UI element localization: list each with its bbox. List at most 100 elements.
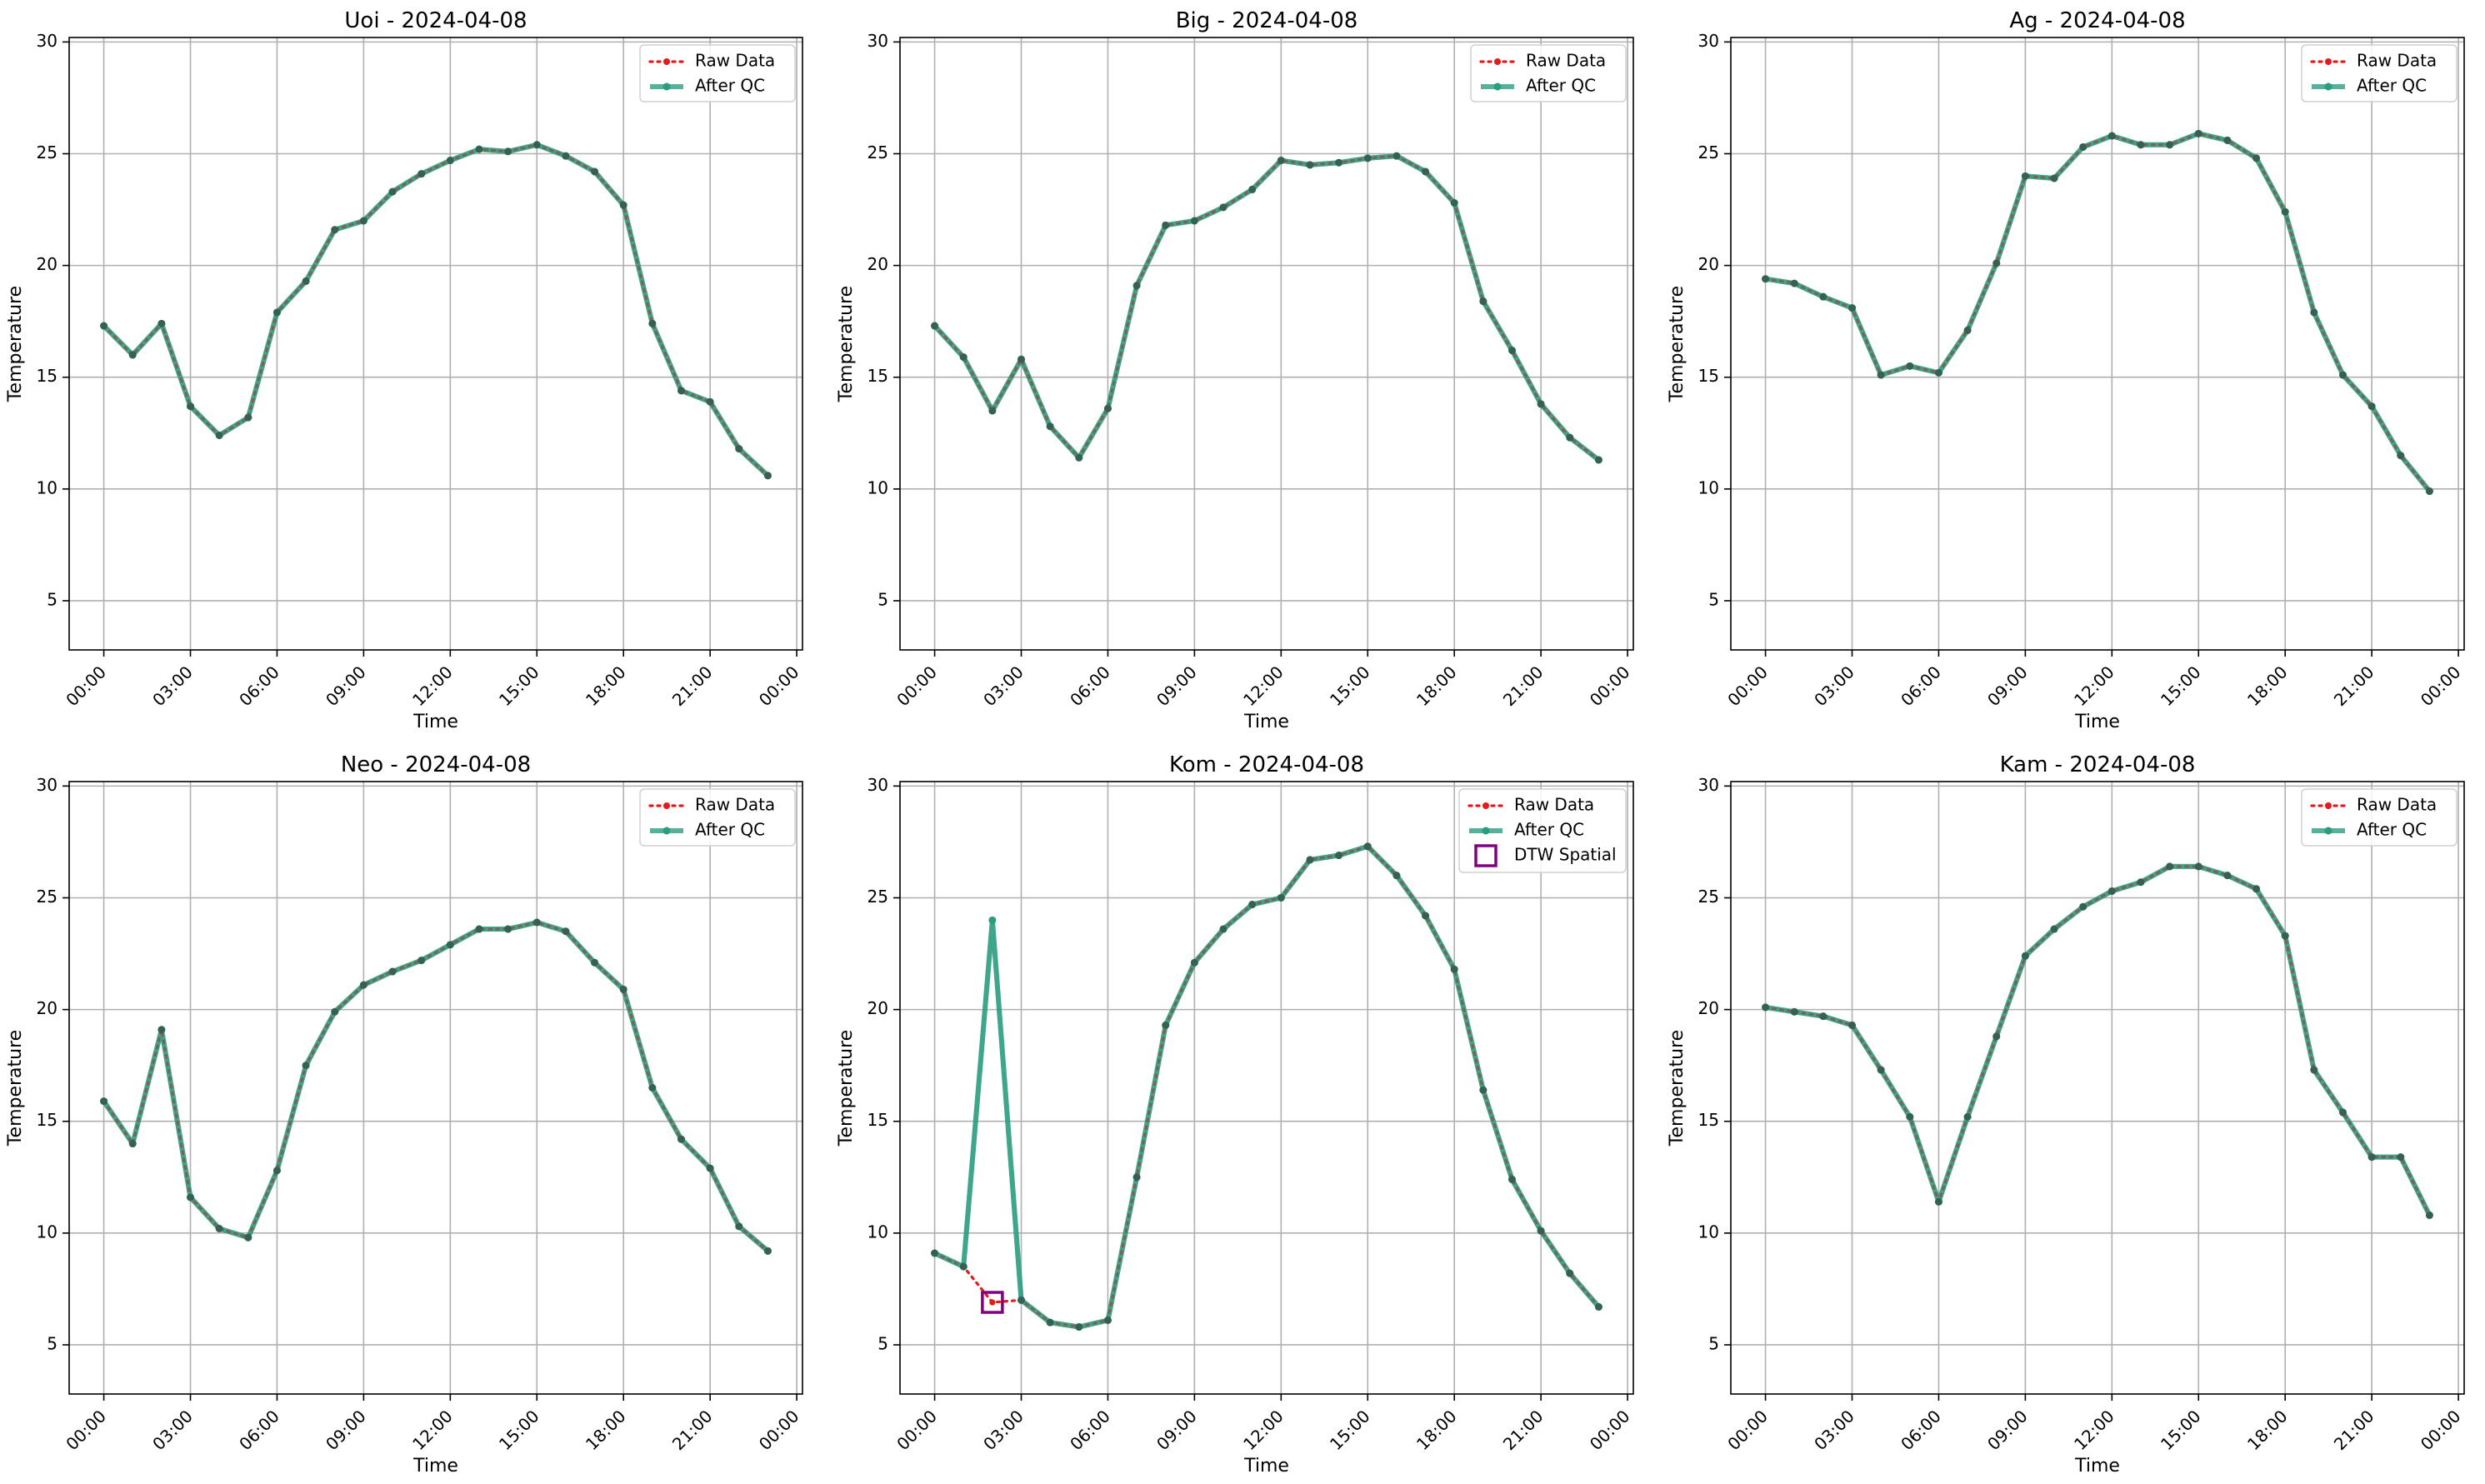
y-tick-label: 30 [1698, 31, 1719, 51]
legend-raw-marker [663, 58, 670, 65]
point-after-qc [1877, 371, 1885, 379]
legend-qc-marker [2324, 827, 2332, 835]
x-tick-label: 15:00 [2157, 1406, 2205, 1454]
legend-qc-marker [662, 82, 671, 91]
legend-raw-marker [1482, 802, 1489, 809]
point-after-qc [1132, 282, 1141, 290]
legend-qc-marker [2324, 82, 2332, 91]
point-after-qc [1306, 161, 1314, 169]
point-after-qc [1162, 221, 1170, 229]
point-after-qc [2252, 885, 2261, 893]
x-axis-label: Time [412, 1456, 458, 1477]
legend-raw-label: Raw Data [695, 51, 775, 71]
point-after-qc [1046, 1318, 1054, 1327]
y-tick-label: 15 [868, 366, 888, 386]
y-tick-label: 25 [1698, 142, 1719, 162]
y-tick-label: 10 [37, 477, 58, 497]
point-after-qc [931, 1249, 939, 1257]
point-after-qc [2108, 887, 2116, 895]
y-tick-label: 15 [1698, 366, 1719, 386]
series-line-raw-data [102, 143, 770, 477]
point-after-qc [1934, 1197, 1942, 1206]
y-tick-label: 20 [1698, 254, 1719, 274]
point-after-qc [1790, 1007, 1798, 1016]
point-after-qc [2021, 172, 2029, 180]
point-after-qc [1075, 453, 1083, 462]
point-after-qc [532, 141, 541, 149]
point-after-qc [158, 319, 166, 327]
x-tick-label: 15:00 [1326, 1406, 1374, 1454]
chart-panel-4: 00:00 03:00 06:00 09:00 12:00 15:00 18:00 21:00… [5, 752, 803, 1477]
point-after-qc [2050, 925, 2058, 933]
point-after-qc [1508, 347, 1516, 355]
point-after-qc [1762, 1003, 1770, 1012]
x-tick-label: 12:00 [408, 1406, 457, 1454]
point-after-qc [215, 431, 223, 439]
x-tick-label: 00:00 [1723, 662, 1772, 710]
point-after-qc [1018, 355, 1026, 363]
legend-qc-label: After QC [695, 76, 765, 96]
point-after-qc [187, 1193, 195, 1202]
x-tick-label: 03:00 [979, 662, 1028, 710]
point-after-qc [2223, 136, 2232, 144]
point-after-qc [2310, 308, 2318, 317]
point-after-qc [1819, 1012, 1828, 1021]
x-tick-label: 12:00 [2070, 662, 2118, 710]
y-tick-label: 10 [868, 477, 888, 497]
point-after-qc [2079, 142, 2088, 151]
point-after-qc [1963, 1112, 1972, 1121]
point-after-qc [2281, 932, 2289, 940]
point-after-qc [1392, 152, 1401, 160]
x-tick-label: 06:00 [1897, 662, 1945, 710]
chart-panel-2: 00:00 03:00 06:00 09:00 12:00 15:00 18:00 21:00… [836, 8, 1634, 732]
legend-raw-marker [2325, 58, 2332, 65]
point-after-qc [1508, 1175, 1516, 1183]
point-after-qc [1248, 185, 1257, 193]
x-tick-label: 15:00 [1326, 662, 1374, 710]
x-tick-label: 03:00 [148, 662, 197, 710]
x-tick-label: 00:00 [755, 1406, 803, 1454]
y-tick-label: 5 [1708, 1333, 1719, 1353]
point-after-qc [1479, 1086, 1488, 1094]
x-axis-label: Time [2074, 712, 2120, 732]
point-after-qc [504, 147, 512, 156]
x-tick-label: 09:00 [1152, 662, 1201, 710]
point-after-qc [2021, 952, 2029, 960]
legend-dtw-label: DTW Spatial [1514, 845, 1617, 865]
y-tick-label: 20 [1698, 998, 1719, 1018]
point-after-qc [2252, 154, 2261, 162]
point-after-qc [475, 925, 483, 933]
y-tick-label: 20 [868, 254, 888, 274]
y-tick-label: 10 [37, 1222, 58, 1242]
chart-title: Ag - 2024-04-08 [2009, 8, 2185, 33]
point-after-qc [1103, 404, 1112, 412]
point-after-qc [1934, 368, 1942, 377]
point-after-qc [706, 1164, 714, 1172]
point-after-qc [446, 157, 454, 165]
chart-panel-5: 00:00 03:00 06:00 09:00 12:00 15:00 18:00 21:00… [836, 752, 1634, 1477]
x-tick-label: 09:00 [1983, 662, 2032, 710]
x-tick-label: 18:00 [2243, 662, 2292, 710]
point-after-qc [591, 167, 599, 176]
point-after-qc [1450, 199, 1458, 207]
point-after-qc [272, 1167, 281, 1175]
x-tick-label: 06:00 [235, 1406, 283, 1454]
y-tick-label: 5 [878, 1333, 888, 1353]
y-tick-label: 30 [37, 31, 58, 51]
point-after-qc [2194, 129, 2202, 137]
point-after-qc [2137, 141, 2145, 149]
y-axis-label: Temperature [1667, 286, 1688, 402]
point-after-qc [1877, 1066, 1885, 1074]
y-tick-label: 5 [878, 589, 888, 609]
y-tick-label: 25 [37, 887, 58, 907]
point-after-qc [677, 1135, 685, 1143]
point-after-qc [2223, 872, 2232, 880]
point-after-qc [1306, 856, 1314, 864]
x-axis-label: Time [1243, 712, 1289, 732]
axes-frame [1730, 781, 2465, 1395]
x-tick-label: 21:00 [2330, 662, 2378, 710]
legend: Raw Data After QC DTW Spatial [1458, 788, 1627, 873]
point-after-qc [931, 322, 939, 330]
point-after-qc [504, 925, 512, 933]
